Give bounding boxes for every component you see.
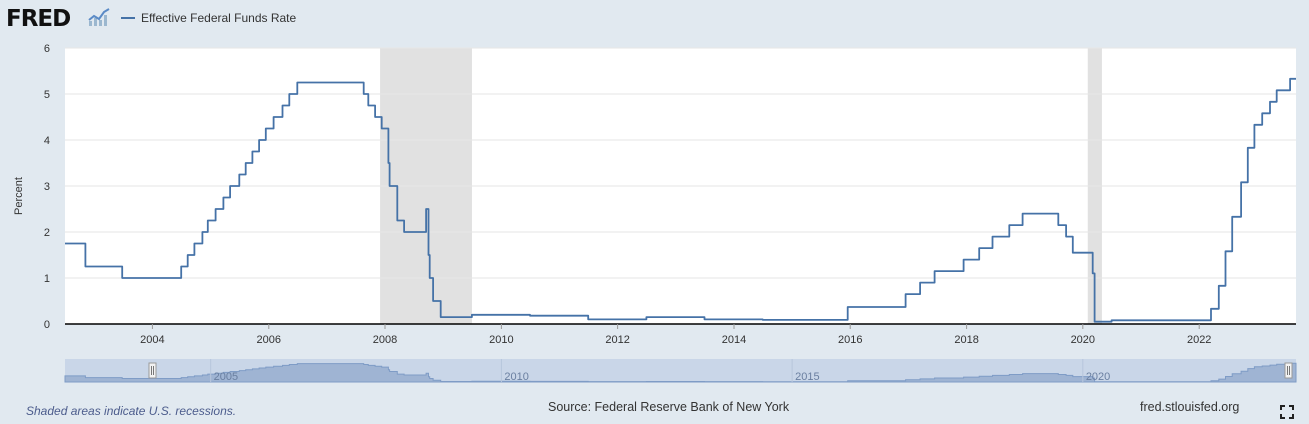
trend-chart-icon [88,7,110,27]
legend-swatch [121,17,135,19]
chart-legend[interactable]: Effective Federal Funds Rate [121,10,296,26]
x-tick-label: 2006 [257,334,281,346]
y-tick-label: 2 [44,227,50,239]
y-tick-label: 0 [44,319,50,331]
navigator-tick-label: 2015 [795,371,819,383]
navigator-tick-label: 2005 [214,371,238,383]
fullscreen-icon[interactable] [1280,405,1294,419]
y-tick-label: 4 [44,135,50,147]
x-tick-label: 2020 [1071,334,1095,346]
x-tick-label: 2014 [722,334,746,346]
navigator-handle-left[interactable] [148,362,157,379]
navigator-tick-label: 2020 [1086,371,1110,383]
x-tick-label: 2022 [1187,334,1211,346]
fred-logo: FRED [6,6,71,32]
x-tick-label: 2008 [373,334,397,346]
x-tick-label: 2012 [605,334,629,346]
x-tick-label: 2016 [838,334,862,346]
x-tick-label: 2004 [140,334,164,346]
x-tick-label: 2018 [954,334,978,346]
x-tick-label: 2010 [489,334,513,346]
navigator-handle-right[interactable] [1284,362,1293,379]
y-tick-label: 5 [44,89,50,101]
legend-label: Effective Federal Funds Rate [141,11,297,25]
source-text: Source: Federal Reserve Bank of New York [548,400,790,414]
y-tick-label: 1 [44,273,50,285]
series-line-effective-federal-funds-rate [65,77,1296,323]
navigator-tick-label: 2010 [504,371,528,383]
y-axis-label: Percent [13,177,25,215]
site-url[interactable]: fred.stlouisfed.org [1140,400,1240,414]
y-tick-label: 3 [44,181,50,193]
range-navigator[interactable]: 2005 2010 2015 2020 [64,359,1297,383]
y-tick-label: 6 [44,43,50,55]
navigator-series-area [64,362,1297,383]
recession-note: Shaded areas indicate U.S. recessions. [26,404,237,418]
